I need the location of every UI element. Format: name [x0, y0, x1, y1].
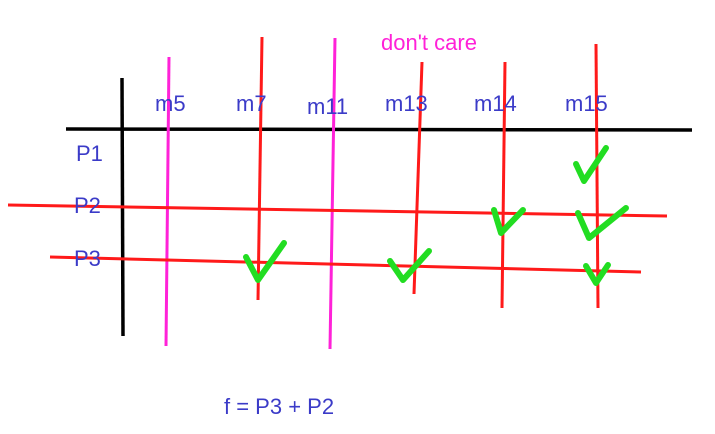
- column-header-m13: m13: [385, 91, 428, 116]
- dont-care-line-m11: [328, 37, 337, 350]
- check-mark-P3-m13: [387, 248, 432, 283]
- cross-line-P3: [49, 255, 642, 274]
- check-mark-P3-m7: [243, 240, 287, 283]
- check-mark-P2-m14: [491, 207, 526, 236]
- row-label-P3: P3: [74, 246, 101, 271]
- cross-line-m13: [412, 61, 424, 295]
- check-mark-P3-m15: [583, 262, 611, 286]
- dont-care-note: don't care: [381, 30, 477, 55]
- column-header-m14: m14: [474, 91, 517, 116]
- cross-line-m15: [594, 43, 600, 309]
- table-header-line: [65, 127, 693, 132]
- cross-line-P2: [7, 203, 668, 218]
- row-label-P1: P1: [76, 141, 103, 166]
- check-mark-P2-m15: [575, 205, 629, 241]
- column-header-m15: m15: [565, 91, 608, 116]
- check-mark-P1-m15: [573, 145, 609, 184]
- column-header-m5: m5: [155, 91, 186, 116]
- dont-care-line-m5: [164, 56, 171, 347]
- function-expression: f = P3 + P2: [224, 394, 335, 419]
- column-header-m11: m11: [307, 94, 349, 119]
- column-header-m7: m7: [236, 91, 267, 116]
- cross-line-m7: [256, 36, 264, 301]
- row-label-P2: P2: [74, 193, 101, 218]
